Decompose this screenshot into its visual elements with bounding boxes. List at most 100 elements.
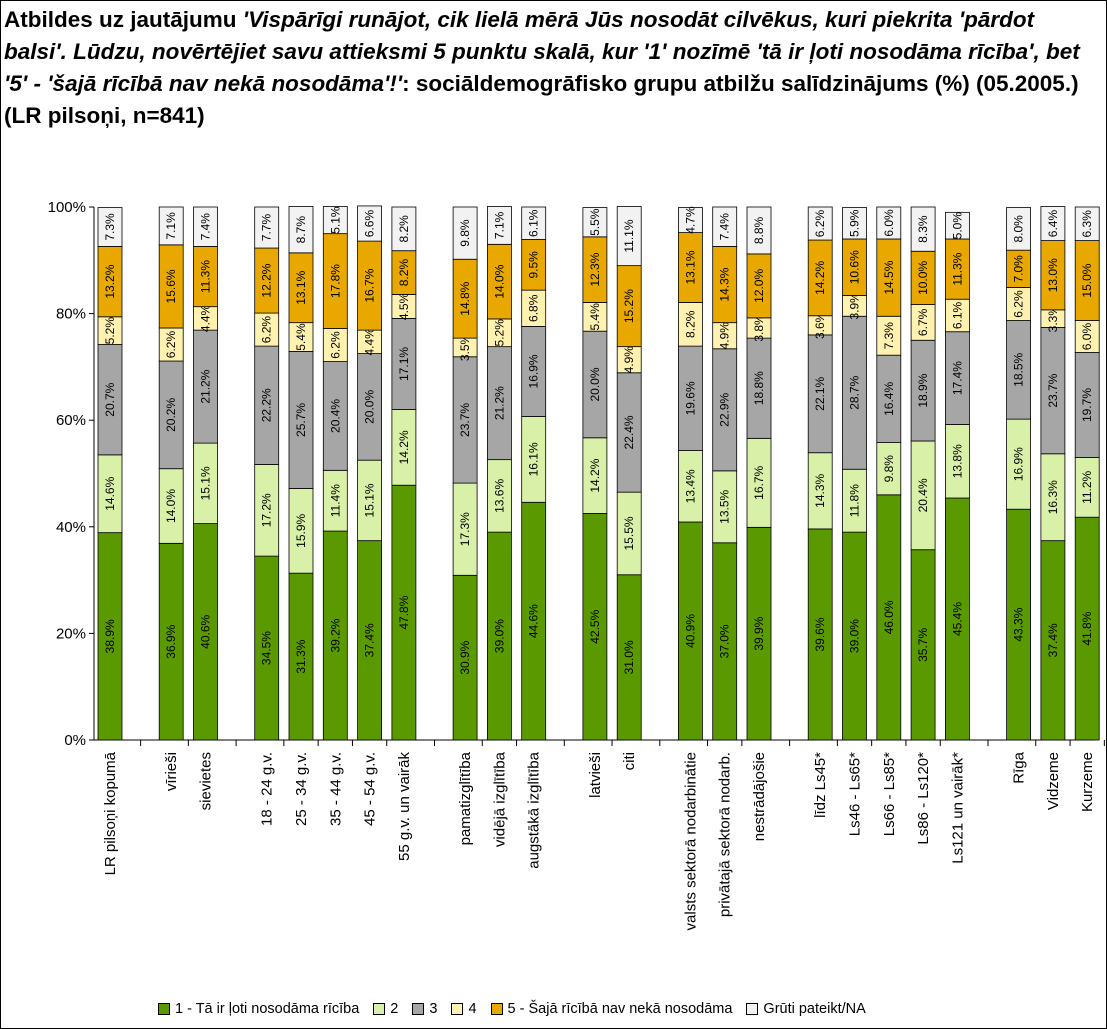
bar-segment [842, 315, 867, 470]
bar-segment [1074, 516, 1100, 741]
chart-title: Atbildes uz jautājumu 'Vispārīgi runājot… [4, 4, 1094, 132]
data-label: 13.8% [950, 444, 964, 478]
bar-segment [158, 468, 184, 544]
data-label: 6.6% [363, 210, 377, 238]
data-label: 12.2% [260, 263, 274, 297]
bar-segment [452, 356, 478, 484]
data-label: 5.9% [848, 209, 862, 237]
bar-segment [521, 501, 547, 741]
data-label: 14.2% [397, 430, 411, 464]
category-label: Vidzeme [1045, 752, 1062, 810]
data-label: 3.3% [1046, 305, 1060, 333]
data-label: 31.0% [622, 640, 636, 674]
data-label: 5.4% [294, 323, 308, 351]
category-label: augstākā izglītība [526, 751, 543, 868]
legend-swatch [373, 1003, 386, 1015]
data-label: 3.9% [848, 292, 862, 320]
category-label: līdz Ls45* [812, 752, 829, 818]
bar-segment [254, 247, 280, 314]
bar-segment [1006, 287, 1031, 321]
data-label: 15.5% [622, 516, 636, 550]
data-label: 14.5% [882, 260, 896, 294]
legend-label: Grūti pateikt/NA [763, 1001, 866, 1017]
category-label: vidējā izglītība [491, 751, 508, 847]
data-label: 8.8% [752, 216, 766, 244]
y-tick-label: 0% [64, 732, 86, 749]
data-label: 22.1% [813, 376, 827, 410]
y-tick-label: 60% [56, 412, 86, 429]
bar-segment [616, 206, 642, 267]
data-label: 8.2% [397, 215, 411, 243]
legend-label: 5 - Šajā rīcībā nav nekā nosodāma [507, 1001, 733, 1017]
data-label: 6.2% [813, 210, 827, 238]
bar-segment [1074, 206, 1100, 241]
category-label: Ls66 - Ls85* [881, 752, 898, 836]
data-label: 40.9% [683, 614, 697, 648]
bar-segment [910, 206, 936, 252]
data-label: 16.9% [1012, 447, 1026, 481]
data-label: 5.2% [492, 319, 506, 347]
bar-segment [1074, 240, 1100, 321]
data-label: 16.9% [527, 354, 541, 388]
data-label: 10.6% [848, 250, 862, 284]
data-label: 20.0% [588, 367, 602, 401]
bar-segment [254, 464, 280, 557]
bar-segment [322, 206, 348, 235]
data-label: 10.0% [916, 261, 930, 295]
bar-segment [97, 532, 123, 741]
bar-segment [357, 459, 383, 542]
bar-segment [357, 353, 383, 461]
category-label: privātajā sektorā nodarb. [717, 752, 734, 917]
data-label: 13.2% [103, 264, 117, 298]
data-label: 18.5% [1012, 352, 1026, 386]
bar-segment [712, 206, 738, 247]
bar-segment [391, 206, 417, 252]
bar-segment [97, 344, 123, 456]
data-label: 19.7% [1080, 388, 1094, 422]
y-tick-label: 80% [56, 306, 86, 323]
data-label: 11.3% [950, 252, 964, 285]
data-label: 20.4% [328, 399, 342, 433]
bar-segment [842, 238, 867, 296]
bar-segment [678, 302, 703, 347]
bar-segment [876, 238, 902, 317]
data-label: 13.5% [718, 489, 732, 523]
data-label: 5.1% [328, 206, 342, 234]
data-label: 6.2% [1012, 290, 1026, 318]
data-label: 6.2% [260, 316, 274, 344]
data-label: 7.1% [492, 211, 506, 239]
bar-segment [1040, 206, 1066, 241]
data-label: 3.6% [813, 311, 827, 339]
data-label: 4.9% [622, 346, 636, 374]
category-label: latvieši [587, 752, 604, 798]
bar-segment [486, 459, 512, 533]
bar-segment [97, 246, 123, 318]
data-label: 28.7% [848, 375, 862, 409]
legend-label: 4 [468, 1001, 477, 1017]
bar-segment [945, 298, 970, 333]
bar-segment [357, 205, 383, 242]
category-label: valsts sektorā nodarbinātie [682, 752, 699, 930]
data-label: 9.8% [458, 219, 472, 247]
data-label: 5.2% [103, 317, 117, 345]
data-label: 6.2% [328, 331, 342, 359]
bar-segment [391, 317, 417, 410]
bar-segment [582, 236, 608, 303]
data-label: 17.2% [260, 493, 274, 527]
bar-segment [521, 206, 547, 240]
data-label: 6.1% [527, 209, 541, 237]
data-label: 7.7% [260, 214, 274, 242]
data-label: 37.4% [363, 623, 377, 657]
data-label: 12.0% [752, 269, 766, 303]
data-label: 14.2% [588, 458, 602, 492]
bar-segment [1006, 508, 1031, 741]
data-label: 15.1% [199, 466, 213, 500]
data-label: 14.2% [813, 261, 827, 295]
bar-segment [322, 530, 348, 741]
data-label: 7.4% [718, 213, 732, 241]
data-label: 3.8% [752, 314, 766, 342]
data-label: 21.2% [492, 386, 506, 420]
bar-segment [712, 542, 738, 741]
data-label: 14.3% [718, 267, 732, 301]
bar-segment [357, 540, 383, 741]
